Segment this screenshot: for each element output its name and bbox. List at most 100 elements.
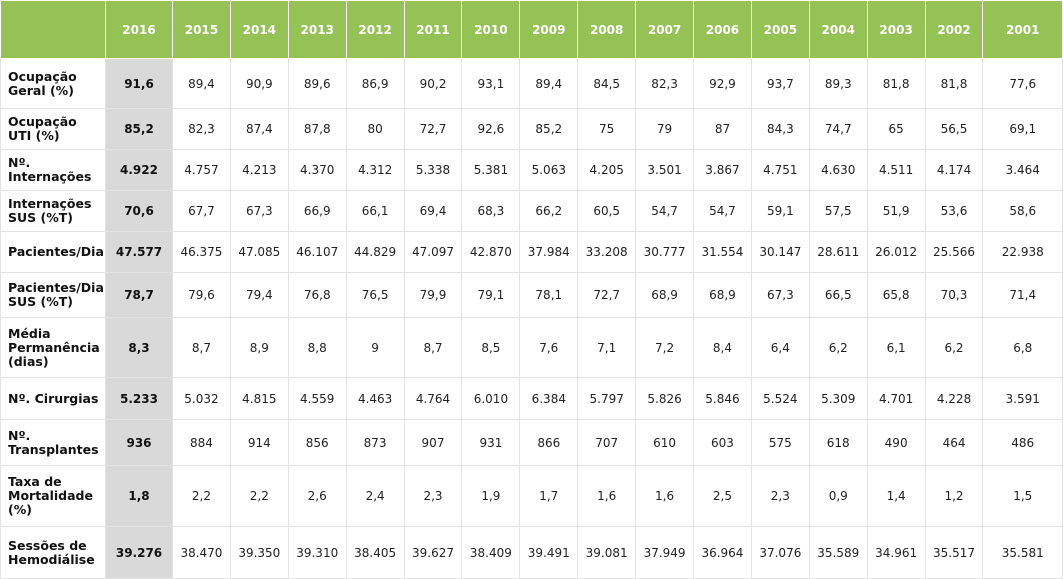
- value-cell: 92,9: [693, 58, 752, 109]
- value-cell: 6.010: [461, 377, 521, 420]
- year-header-2006: 2006: [693, 0, 752, 59]
- value-cell: 68,3: [461, 190, 521, 232]
- value-cell: 486: [982, 419, 1063, 466]
- value-cell: 54,7: [635, 190, 695, 232]
- value-cell: 575: [750, 419, 810, 466]
- value-cell: 76,8: [287, 272, 347, 318]
- value-cell: 84,3: [750, 108, 810, 150]
- value-cell: 54,7: [693, 190, 752, 232]
- value-cell: 90,2: [403, 58, 463, 109]
- value-cell: 59,1: [750, 190, 810, 232]
- value-cell: 58,6: [982, 190, 1063, 232]
- value-cell: 1,9: [461, 465, 521, 527]
- value-cell: 8,4: [693, 317, 752, 378]
- value-cell: 68,9: [693, 272, 752, 318]
- value-cell: 93,1: [461, 58, 521, 109]
- value-cell: 856: [287, 419, 347, 466]
- value-cell: 36.964: [693, 526, 752, 579]
- value-cell-highlighted: 39.276: [105, 526, 173, 579]
- value-cell: 85,2: [519, 108, 579, 150]
- value-cell: 79,1: [461, 272, 521, 318]
- value-cell: 53,6: [924, 190, 984, 232]
- value-cell: 3.501: [635, 149, 695, 191]
- value-cell: 89,4: [519, 58, 579, 109]
- value-cell-highlighted: 8,3: [105, 317, 173, 378]
- value-cell-highlighted: 936: [105, 419, 173, 466]
- value-cell: 39.627: [403, 526, 463, 579]
- value-cell: 1,2: [924, 465, 984, 527]
- value-cell: 6,2: [924, 317, 984, 378]
- value-cell: 65,8: [866, 272, 926, 318]
- value-cell-highlighted: 70,6: [105, 190, 173, 232]
- value-cell: 70,3: [924, 272, 984, 318]
- table-row: Internações SUS (%T) 70,6 67,7 67,3 66,9 66,1…: [0, 190, 1063, 232]
- value-cell: 67,3: [750, 272, 810, 318]
- value-cell: 69,4: [403, 190, 463, 232]
- value-cell: 4.757: [172, 149, 231, 191]
- value-cell: 71,4: [982, 272, 1063, 318]
- value-cell: 4.370: [287, 149, 347, 191]
- year-header-2014: 2014: [229, 0, 289, 59]
- value-cell: 66,2: [519, 190, 579, 232]
- value-cell: 72,7: [577, 272, 637, 318]
- year-header-2007: 2007: [635, 0, 695, 59]
- value-cell: 67,7: [172, 190, 231, 232]
- row-label: Sessões de Hemodiálise: [0, 526, 106, 579]
- value-cell: 25.566: [924, 231, 984, 273]
- value-cell: 914: [229, 419, 289, 466]
- value-cell: 5.381: [461, 149, 521, 191]
- value-cell-highlighted: 78,7: [105, 272, 173, 318]
- value-cell: 79,6: [172, 272, 231, 318]
- value-cell: 884: [172, 419, 231, 466]
- value-cell: 37.984: [519, 231, 579, 273]
- value-cell: 5.846: [693, 377, 752, 420]
- value-cell: 46.107: [287, 231, 347, 273]
- value-cell: 707: [577, 419, 637, 466]
- value-cell: 89,3: [808, 58, 868, 109]
- value-cell: 35.517: [924, 526, 984, 579]
- row-label: Taxa de Mortalidade (%): [0, 465, 106, 527]
- value-cell: 3.591: [982, 377, 1063, 420]
- value-cell: 89,6: [287, 58, 347, 109]
- year-header-2001: 2001: [982, 0, 1063, 59]
- year-header-2015: 2015: [172, 0, 231, 59]
- table-row: Nº. Transplantes 936 884 914 856 873 907 931 866…: [0, 419, 1063, 466]
- value-cell-highlighted: 5.233: [105, 377, 173, 420]
- value-cell: 5.797: [577, 377, 637, 420]
- table-row: Taxa de Mortalidade (%) 1,8 2,2 2,2 2,6 2,4 2,…: [0, 465, 1063, 527]
- row-label: Nº. Transplantes: [0, 419, 106, 466]
- value-cell: 28.611: [808, 231, 868, 273]
- value-cell: 2,2: [172, 465, 231, 527]
- value-cell: 39.081: [577, 526, 637, 579]
- value-cell: 30.777: [635, 231, 695, 273]
- value-cell: 79,4: [229, 272, 289, 318]
- value-cell: 26.012: [866, 231, 926, 273]
- value-cell: 1,4: [866, 465, 926, 527]
- table-row: Ocupação Geral (%) 91,6 89,4 90,9 89,6 86,9 90…: [0, 58, 1063, 109]
- value-cell: 7,2: [635, 317, 695, 378]
- value-cell: 618: [808, 419, 868, 466]
- value-cell: 866: [519, 419, 579, 466]
- value-cell: 4.213: [229, 149, 289, 191]
- value-cell: 68,9: [635, 272, 695, 318]
- value-cell: 44.829: [345, 231, 405, 273]
- value-cell: 2,5: [693, 465, 752, 527]
- value-cell: 8,7: [172, 317, 231, 378]
- value-cell: 4.174: [924, 149, 984, 191]
- value-cell-highlighted: 47.577: [105, 231, 173, 273]
- table-row: Pacientes/Dia SUS (%T) 78,7 79,6 79,4 76,8 76…: [0, 272, 1063, 318]
- value-cell: 38.405: [345, 526, 405, 579]
- value-cell: 93,7: [750, 58, 810, 109]
- row-label: Nº. Internações: [0, 149, 106, 191]
- value-cell: 603: [693, 419, 752, 466]
- value-cell: 873: [345, 419, 405, 466]
- value-cell: 4.751: [750, 149, 810, 191]
- value-cell-highlighted: 85,2: [105, 108, 173, 150]
- value-cell: 46.375: [172, 231, 231, 273]
- value-cell: 84,5: [577, 58, 637, 109]
- year-header-2013: 2013: [287, 0, 347, 59]
- value-cell: 4.463: [345, 377, 405, 420]
- value-cell: 39.491: [519, 526, 579, 579]
- year-header-2010: 2010: [461, 0, 521, 59]
